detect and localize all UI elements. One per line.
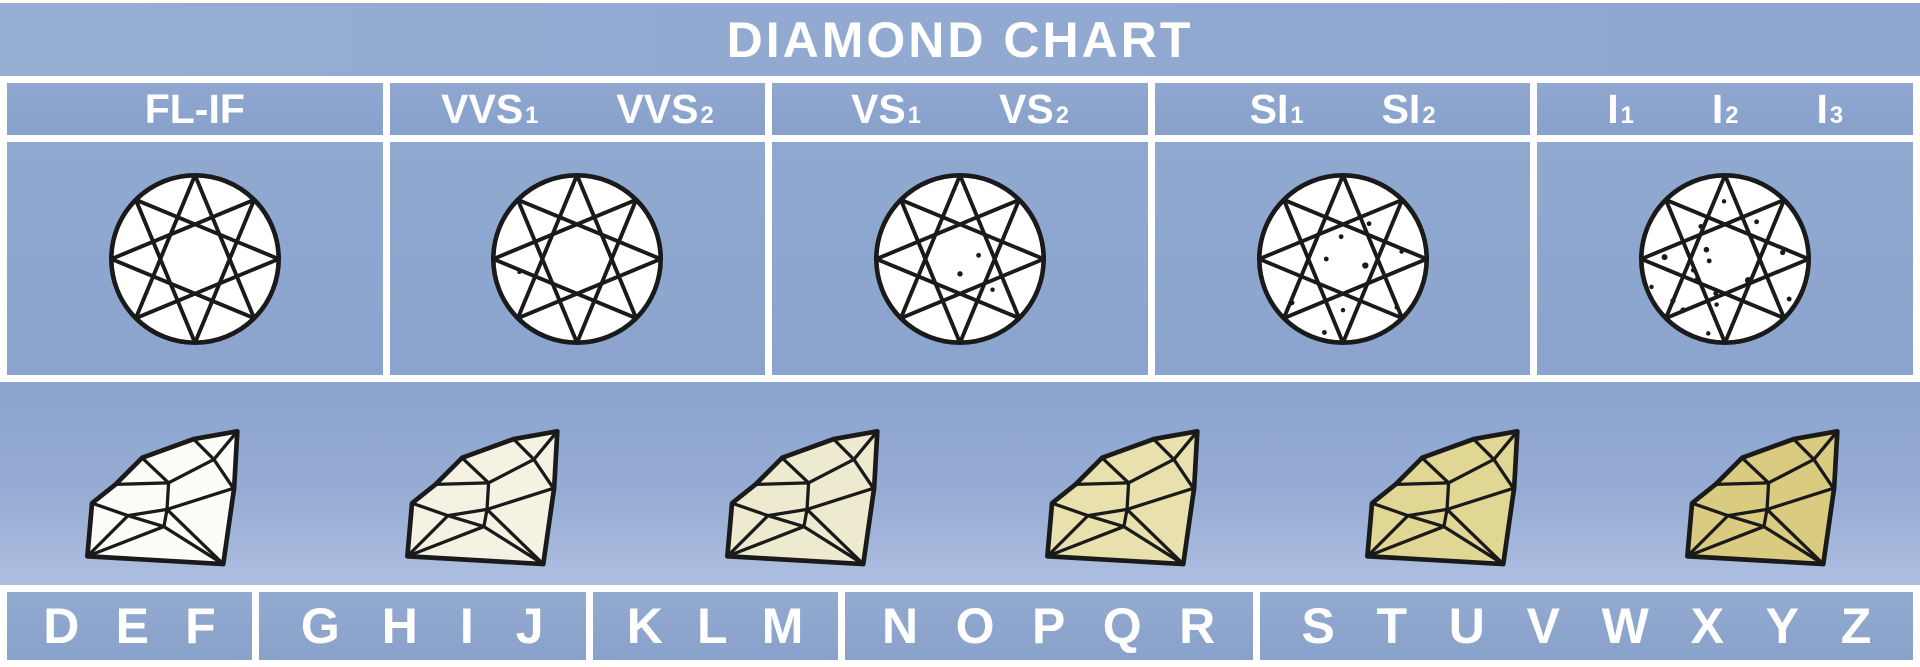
- color-diamond-slot-1: [0, 393, 320, 575]
- color-grade-letter: G: [300, 598, 340, 654]
- grade-label-subscript: 2: [1422, 101, 1436, 129]
- clarity-cell-vvs: [389, 142, 766, 375]
- color-grade-letter: Q: [1102, 598, 1142, 654]
- clarity-grade-header-i: I1 I2 I3: [1537, 83, 1913, 135]
- color-grade-letter: J: [515, 598, 544, 654]
- color-grade-letter: E: [115, 598, 149, 654]
- grade-label: I2: [1711, 85, 1739, 132]
- color-grade-letter: X: [1690, 598, 1724, 654]
- color-grade-letter: D: [43, 598, 80, 654]
- color-grade-letter: L: [696, 598, 728, 654]
- color-grade-letter: S: [1301, 598, 1335, 654]
- clarity-grade-header-si: SI1 SI2: [1154, 83, 1531, 135]
- color-grade-letter: Z: [1840, 598, 1872, 654]
- grade-label-base: VVS: [616, 85, 699, 132]
- grade-label-subscript: 3: [1829, 101, 1844, 129]
- clarity-diamond-row: [0, 142, 1920, 375]
- color-grade-letter: H: [381, 598, 418, 654]
- diamond-side-view-icon-1: [85, 428, 240, 566]
- clarity-cell-fl-if: [7, 142, 383, 375]
- color-grade-letter: U: [1448, 598, 1485, 654]
- grade-label-base: SI: [1381, 85, 1421, 132]
- clarity-header-row: FL-IF VVS1 VVS2 VS1 VS2 SI1 SI2 I1 I2 I3: [0, 83, 1920, 135]
- grade-label-subscript: 1: [907, 101, 921, 129]
- color-grade-letter: O: [955, 598, 995, 654]
- color-diamond-slot-3: [640, 393, 960, 575]
- grade-label: VVS1: [441, 85, 539, 132]
- inclusion-dots: [957, 252, 995, 292]
- color-diamond-band: [0, 382, 1920, 585]
- color-grade-letter: V: [1526, 598, 1560, 654]
- clarity-cell-si: [1154, 142, 1531, 375]
- grade-label: FL-IF: [144, 85, 245, 132]
- diamond-top-view-icon-si: [1256, 172, 1429, 345]
- diamond-side-view-icon-3: [725, 428, 880, 566]
- color-grade-letter: M: [761, 598, 804, 654]
- diamond-top-view-icon-fl-if: [108, 172, 281, 345]
- color-grade-letter: F: [185, 598, 216, 654]
- color-diamond-slot-5: [1280, 393, 1600, 575]
- grade-label: VS1: [851, 85, 921, 132]
- grade-label-subscript: 1: [525, 101, 539, 129]
- diamond-side-view-icon-4: [1045, 428, 1200, 566]
- color-diamond-slot-2: [320, 393, 640, 575]
- grade-label-base: I: [1711, 85, 1724, 132]
- color-grade-letter: T: [1376, 598, 1408, 654]
- diamond-side-view-icon-6: [1685, 428, 1840, 566]
- diamond-top-view-icon-vs: [873, 172, 1047, 345]
- grade-label: VVS2: [616, 85, 714, 132]
- page-title: DIAMOND CHART: [726, 11, 1194, 68]
- grade-label-subscript: 1: [1290, 101, 1304, 129]
- grade-label-subscript: 2: [1055, 101, 1069, 129]
- grade-label-base: I: [1607, 85, 1619, 132]
- grade-label-subscript: 2: [700, 101, 714, 129]
- color-grade-letter: R: [1179, 598, 1216, 654]
- color-grade-letter: K: [626, 598, 663, 654]
- inclusion-dots: [517, 269, 522, 274]
- clarity-cell-i: [1537, 142, 1913, 375]
- color-grade-letter: N: [881, 598, 919, 654]
- diamond-side-view-icon-5: [1365, 428, 1520, 566]
- title-band: DIAMOND CHART: [0, 3, 1920, 76]
- color-diamond-slot-6: [1600, 393, 1920, 575]
- grade-label-base: VVS: [441, 85, 524, 132]
- grade-label-base: FL-IF: [144, 85, 245, 132]
- diamond-side-view-icon-2: [405, 428, 560, 566]
- grade-label: VS2: [998, 85, 1069, 132]
- grade-label-base: VS: [998, 85, 1054, 132]
- clarity-grade-header-vs: VS1 VS2: [772, 83, 1148, 135]
- diamond-top-view-icon-vvs: [491, 172, 664, 345]
- grade-label-base: I: [1816, 85, 1828, 132]
- grade-label-subscript: 2: [1725, 101, 1739, 129]
- color-grade-letter: W: [1601, 598, 1649, 654]
- grade-label: I3: [1816, 85, 1844, 132]
- color-grade-letter: P: [1031, 598, 1066, 654]
- color-diamond-slot-4: [960, 393, 1280, 575]
- grade-label-base: SI: [1249, 85, 1289, 132]
- grade-label-subscript: 1: [1620, 101, 1634, 129]
- grade-label-base: VS: [851, 85, 906, 132]
- inclusion-dots: [1288, 220, 1404, 335]
- grade-label: I1: [1607, 85, 1634, 132]
- clarity-cell-vs: [772, 142, 1148, 375]
- grade-label: SI2: [1381, 85, 1436, 132]
- color-grade-letter: I: [459, 598, 474, 654]
- inclusion-dots: [1649, 198, 1792, 336]
- grade-label: SI1: [1249, 85, 1304, 132]
- color-grade-letter: Y: [1765, 598, 1799, 654]
- clarity-grade-header-fl-if: FL-IF: [7, 83, 383, 135]
- diamond-top-view-icon-i: [1639, 172, 1812, 345]
- clarity-grade-header-vvs: VVS1 VVS2: [389, 83, 766, 135]
